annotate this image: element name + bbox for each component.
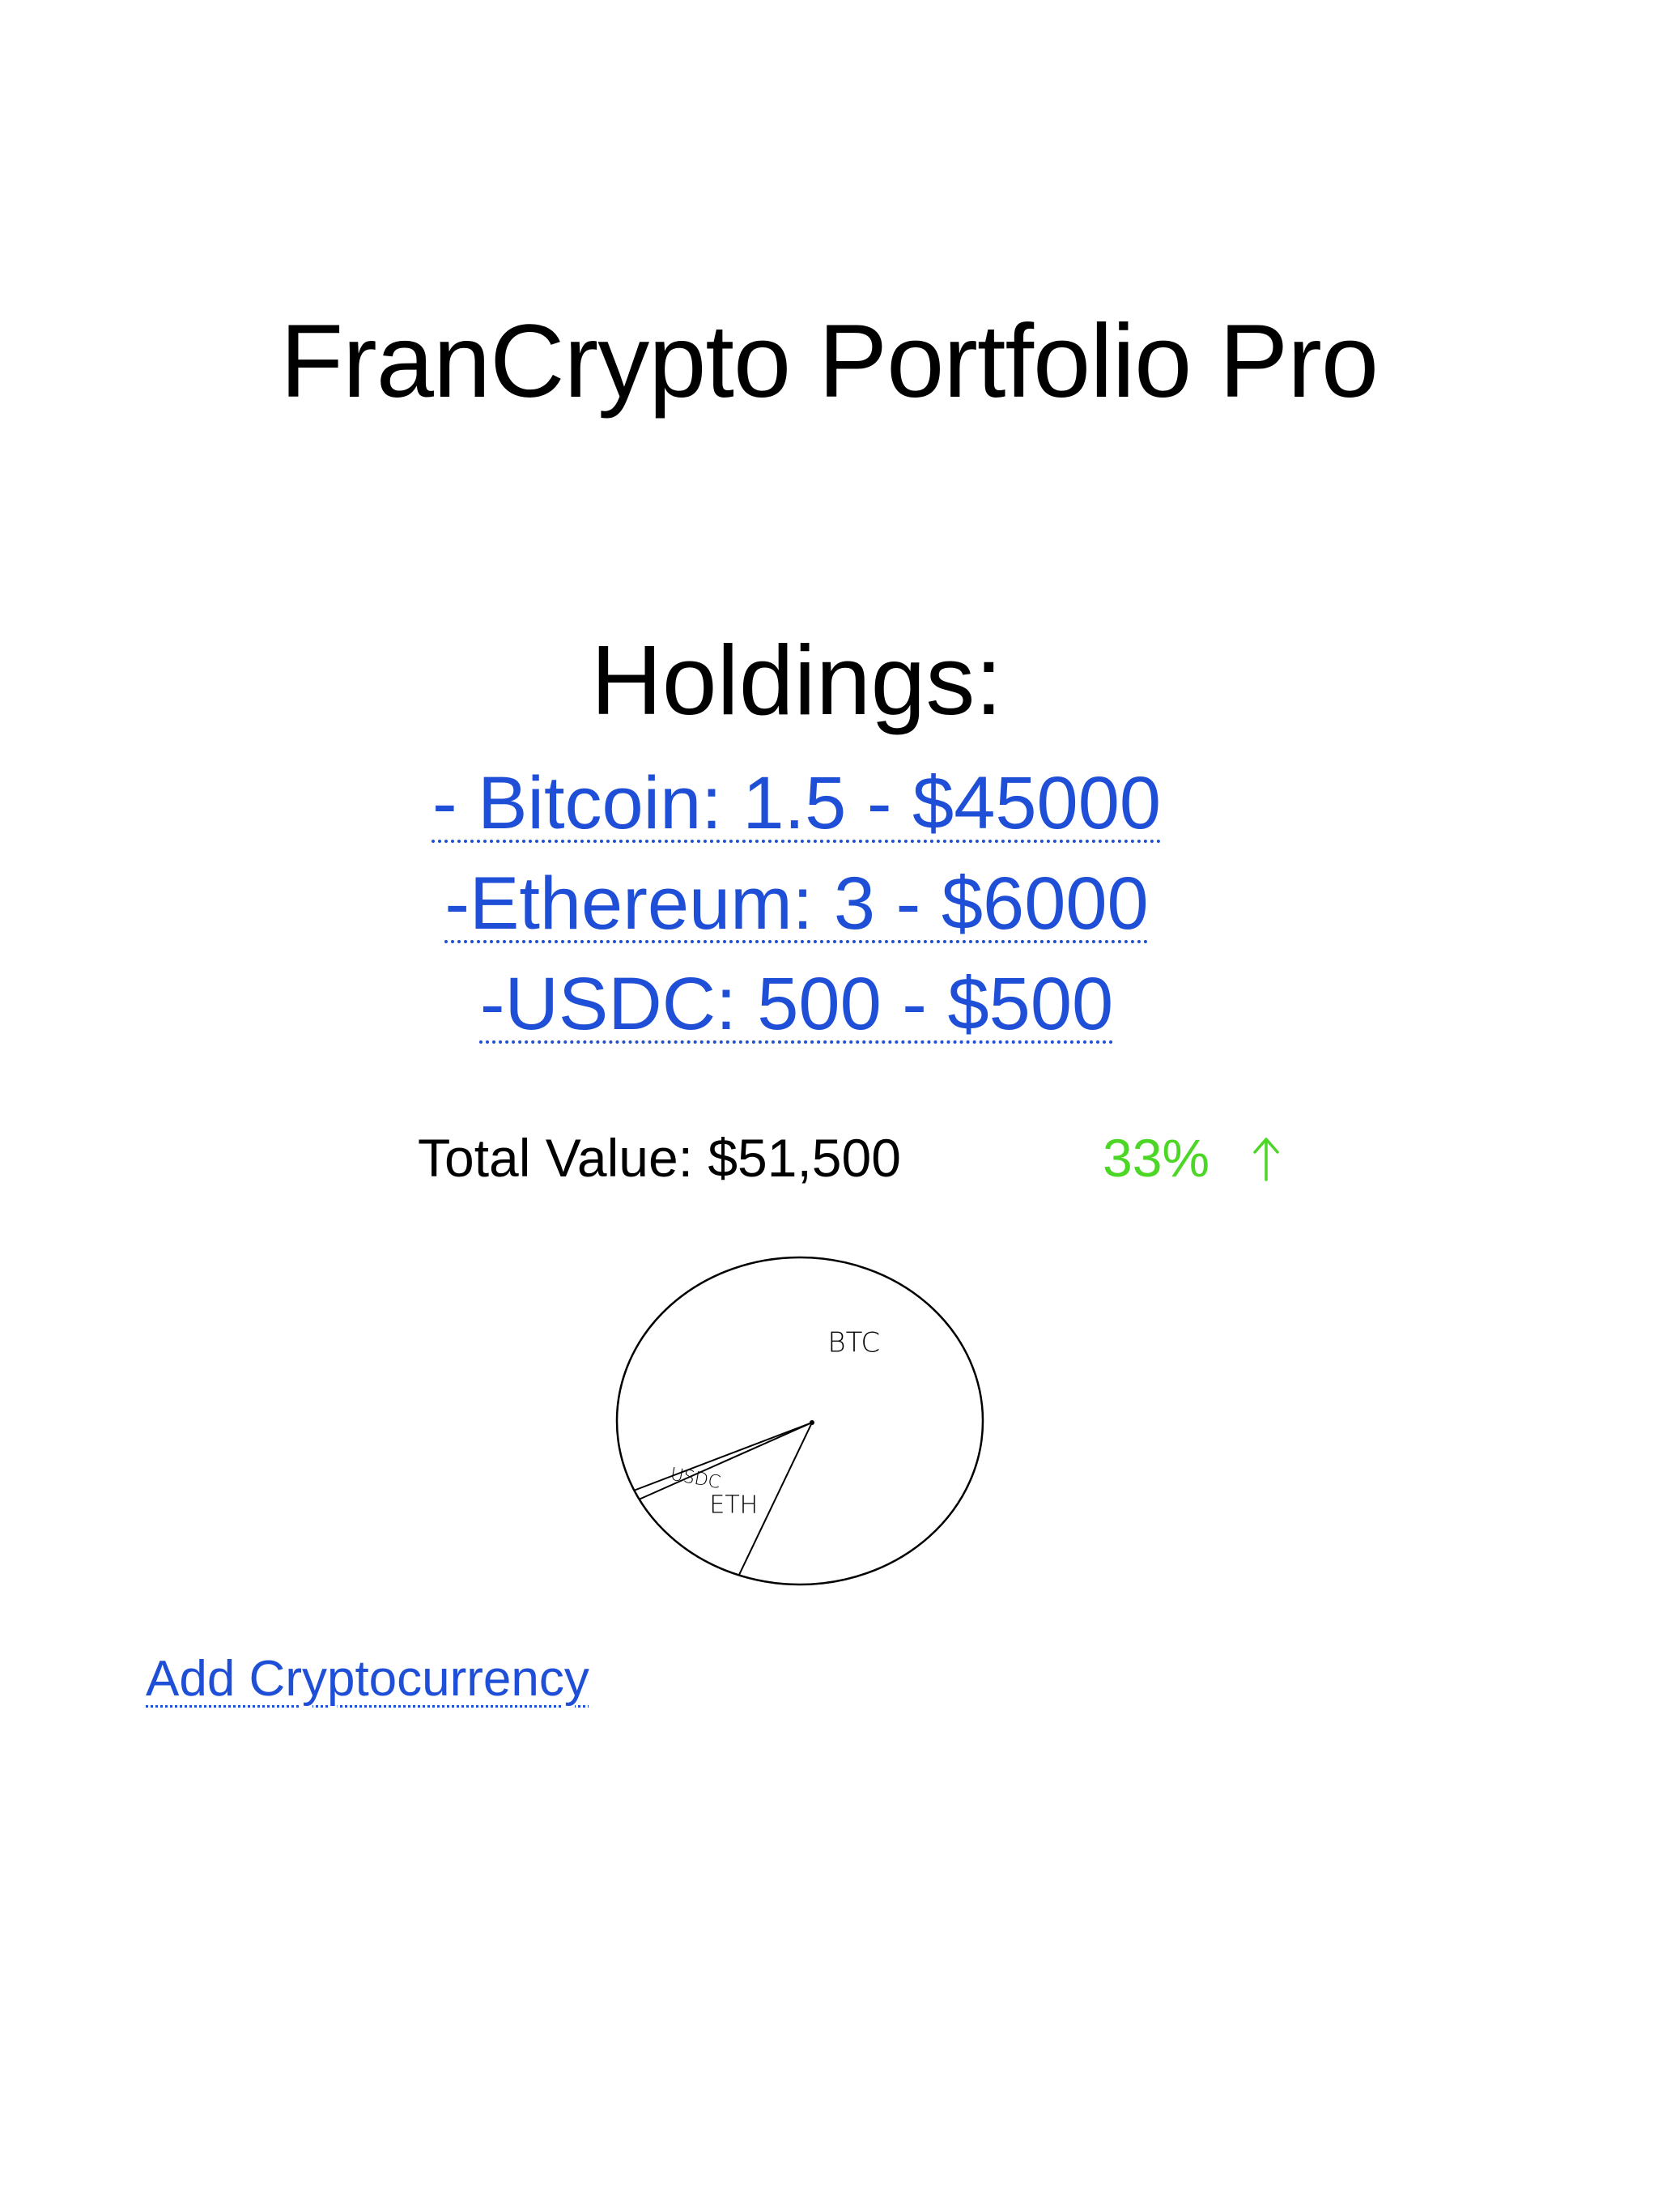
holding-link-usdc[interactable]: -USDC: 500 - $500 [479, 963, 1114, 1045]
pie-label-eth: ETH [709, 1491, 758, 1520]
holding-item-bitcoin: - Bitcoin: 1.5 - $45000 [0, 753, 1593, 853]
holdings-list: - Bitcoin: 1.5 - $45000 -Ethereum: 3 - $… [0, 753, 1593, 1054]
portfolio-summary: Total Value: $51,500 33% [0, 1121, 1658, 1194]
pie-slice-divider [639, 1422, 813, 1500]
pie-label-btc: BTC [827, 1327, 880, 1359]
arrow-up-icon [1252, 1126, 1281, 1199]
pie-label-usdc: USDC [669, 1465, 722, 1493]
holdings-heading: Holdings: [590, 625, 1003, 735]
add-cryptocurrency-link[interactable]: Add Cryptocurrency [146, 1651, 589, 1707]
pie-slice-divider [738, 1422, 813, 1576]
pie-slice-divider [634, 1422, 813, 1491]
pie-outline [615, 1256, 984, 1586]
change-percent: 33% [1103, 1128, 1210, 1188]
app-title: FranCrypto Portfolio Pro [279, 304, 1379, 419]
change-indicator: 33% [1103, 1121, 1281, 1199]
holding-link-bitcoin[interactable]: - Bitcoin: 1.5 - $45000 [432, 762, 1162, 844]
total-value: Total Value: $51,500 [418, 1128, 901, 1188]
holding-item-ethereum: -Ethereum: 3 - $6000 [0, 853, 1593, 954]
holding-link-ethereum[interactable]: -Ethereum: 3 - $6000 [444, 862, 1149, 945]
holding-item-usdc: -USDC: 500 - $500 [0, 954, 1593, 1054]
pie-center [810, 1420, 814, 1425]
